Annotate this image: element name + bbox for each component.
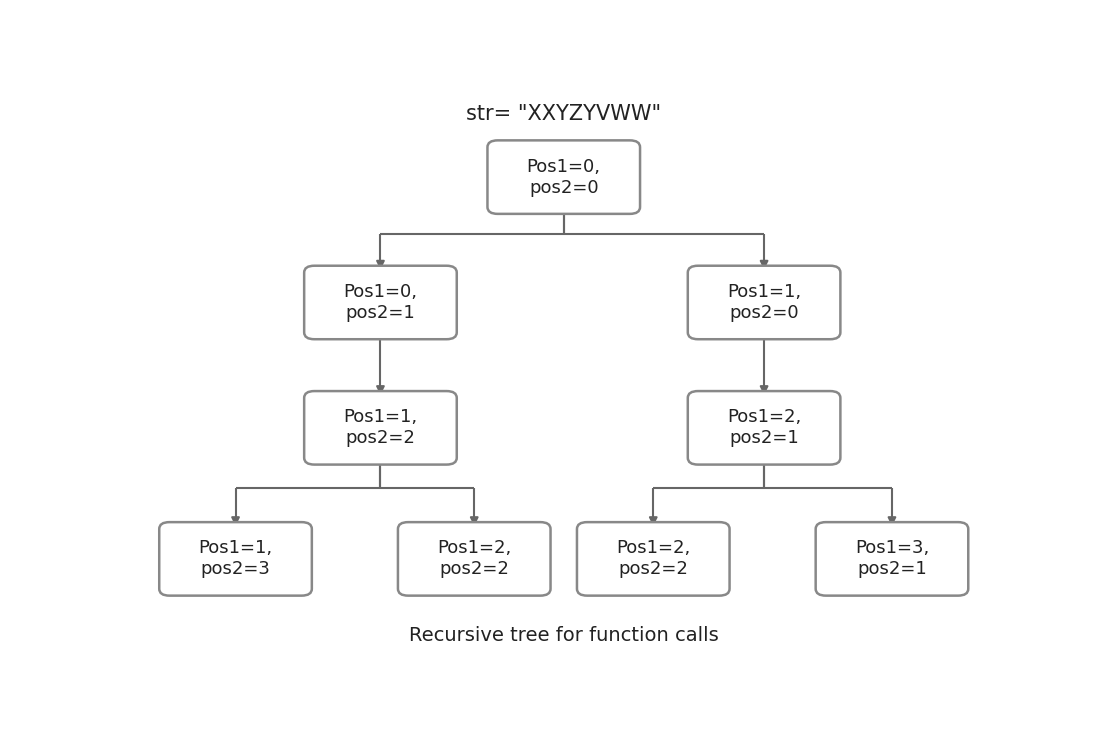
FancyBboxPatch shape — [305, 266, 456, 339]
Text: Pos1=2,
pos2=2: Pos1=2, pos2=2 — [437, 539, 512, 578]
Text: str= "XXYZYVWW": str= "XXYZYVWW" — [466, 104, 661, 124]
FancyBboxPatch shape — [688, 266, 840, 339]
Text: Pos1=0,
pos2=0: Pos1=0, pos2=0 — [527, 158, 601, 197]
Text: Pos1=1,
pos2=2: Pos1=1, pos2=2 — [343, 408, 418, 447]
FancyBboxPatch shape — [160, 522, 311, 596]
FancyBboxPatch shape — [487, 141, 640, 214]
Text: Recursive tree for function calls: Recursive tree for function calls — [409, 626, 718, 645]
FancyBboxPatch shape — [578, 522, 729, 596]
Text: Pos1=3,
pos2=1: Pos1=3, pos2=1 — [855, 539, 930, 578]
FancyBboxPatch shape — [398, 522, 550, 596]
Text: Pos1=1,
pos2=0: Pos1=1, pos2=0 — [727, 283, 801, 322]
Text: Pos1=2,
pos2=1: Pos1=2, pos2=1 — [727, 408, 801, 447]
FancyBboxPatch shape — [688, 391, 840, 465]
Text: Pos1=0,
pos2=1: Pos1=0, pos2=1 — [343, 283, 418, 322]
FancyBboxPatch shape — [305, 391, 456, 465]
FancyBboxPatch shape — [816, 522, 968, 596]
Text: Pos1=1,
pos2=3: Pos1=1, pos2=3 — [198, 539, 273, 578]
Text: Pos1=2,
pos2=2: Pos1=2, pos2=2 — [616, 539, 691, 578]
